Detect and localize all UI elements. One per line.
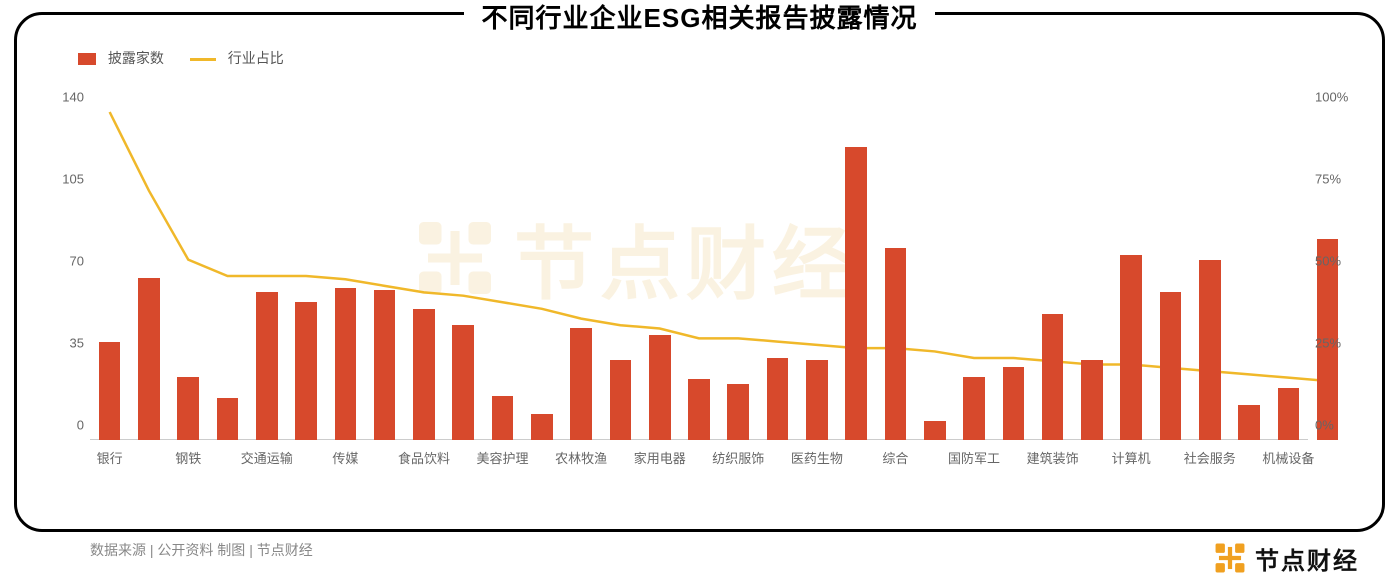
x-label: 国防军工 xyxy=(948,448,1000,467)
x-label: 食品饮料 xyxy=(398,448,450,467)
x-label: 综合 xyxy=(882,448,908,467)
y-left-tick: 105 xyxy=(46,172,90,187)
bar xyxy=(649,335,671,440)
legend-bar-label: 披露家数 xyxy=(108,50,164,66)
bar xyxy=(1199,260,1221,440)
bar xyxy=(688,379,710,440)
y-right-tick: 100% xyxy=(1309,90,1353,105)
y-left-tick: 35 xyxy=(46,336,90,351)
y-axis-left: 03570105140 xyxy=(46,112,90,440)
y-right-tick: 0% xyxy=(1309,418,1353,433)
legend-line-swatch xyxy=(190,58,216,61)
legend-bar: 披露家数 xyxy=(78,48,164,68)
x-label: 纺织服饰 xyxy=(712,448,764,467)
brand-icon xyxy=(1213,541,1247,575)
legend-bar-swatch xyxy=(78,53,96,65)
chart-title: 不同行业企业ESG相关报告披露情况 xyxy=(464,0,936,35)
bar xyxy=(295,302,317,440)
bar xyxy=(177,377,199,440)
y-left-tick: 70 xyxy=(46,254,90,269)
bar xyxy=(1278,388,1300,440)
bar xyxy=(99,342,121,440)
bar xyxy=(374,290,396,440)
bar xyxy=(610,360,632,440)
bar xyxy=(492,396,514,441)
bar xyxy=(1120,255,1142,440)
bar xyxy=(138,278,160,440)
bar xyxy=(570,328,592,440)
bar xyxy=(1003,367,1025,440)
bar xyxy=(924,421,946,440)
bar xyxy=(1160,292,1182,440)
bar xyxy=(885,248,907,440)
x-label: 建筑装饰 xyxy=(1027,448,1079,467)
plot-area xyxy=(90,112,1308,440)
bar xyxy=(1238,405,1260,440)
legend-line-label: 行业占比 xyxy=(228,50,284,66)
x-label: 医药生物 xyxy=(791,448,843,467)
bar xyxy=(806,360,828,440)
y-left-tick: 0 xyxy=(46,418,90,433)
x-label: 计算机 xyxy=(1112,448,1151,467)
legend: 披露家数 行业占比 xyxy=(78,48,284,68)
bar xyxy=(1081,360,1103,440)
y-axis-right: 0%25%50%75%100% xyxy=(1309,112,1353,440)
bar xyxy=(256,292,278,440)
x-label: 农林牧渔 xyxy=(555,448,607,467)
bar xyxy=(335,288,357,440)
legend-line: 行业占比 xyxy=(190,48,284,68)
bar xyxy=(767,358,789,440)
x-label: 美容护理 xyxy=(477,448,529,467)
x-axis: 银行 钢铁 交通运输 传媒 食品饮料 美容护理 农林牧渔 家用电器 纺织服饰 医药生物 综合 国防军工… xyxy=(90,440,1308,470)
x-label: 家用电器 xyxy=(634,448,686,467)
brand-badge: 节点财经 xyxy=(1207,538,1369,578)
bar xyxy=(452,325,474,440)
x-label: 交通运输 xyxy=(241,448,293,467)
source-attribution: 数据来源 | 公开资料 制图 | 节点财经 xyxy=(90,540,313,560)
x-label: 传媒 xyxy=(332,448,358,467)
title-container: 不同行业企业ESG相关报告披露情况 xyxy=(0,0,1399,35)
x-label: 钢铁 xyxy=(175,448,201,467)
y-right-tick: 50% xyxy=(1309,254,1353,269)
x-label: 社会服务 xyxy=(1184,448,1236,467)
bar xyxy=(845,147,867,440)
line-path xyxy=(110,112,1328,381)
bar xyxy=(1042,314,1064,441)
x-label: 机械设备 xyxy=(1262,448,1314,467)
bar xyxy=(727,384,749,440)
bar xyxy=(963,377,985,440)
bar xyxy=(531,414,553,440)
chart-area: 03570105140 0%25%50%75%100% 银行钢铁交通运输传媒食品… xyxy=(46,100,1353,472)
y-right-tick: 25% xyxy=(1309,336,1353,351)
x-label: 银行 xyxy=(97,448,123,467)
bar xyxy=(217,398,239,440)
brand-text: 节点财经 xyxy=(1255,541,1359,576)
y-left-tick: 140 xyxy=(46,90,90,105)
bar xyxy=(413,309,435,440)
y-right-tick: 75% xyxy=(1309,172,1353,187)
